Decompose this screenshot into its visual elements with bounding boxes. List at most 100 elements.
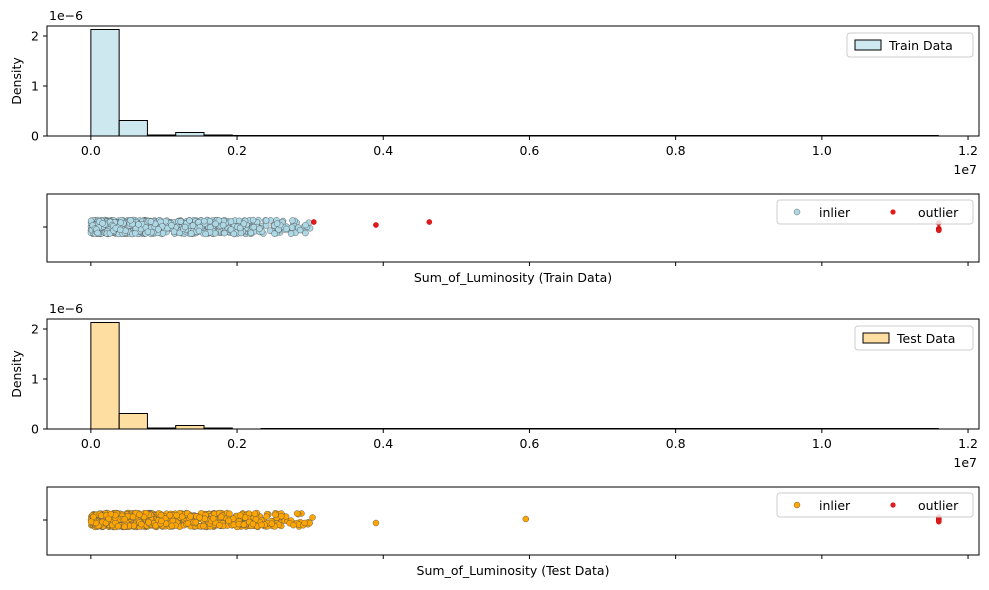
inlier-point <box>240 521 248 528</box>
y-axis-label: Density <box>9 57 24 105</box>
y-tick-label: 0 <box>31 422 39 437</box>
inlier-point <box>293 510 301 517</box>
inlier-point <box>256 225 263 233</box>
inlier-point <box>157 511 165 519</box>
inlier-point <box>132 230 139 237</box>
outlier-point <box>935 227 942 234</box>
inlier-point <box>301 519 308 527</box>
x-offset-label: 1e7 <box>953 455 977 470</box>
inlier-point <box>187 513 194 520</box>
histogram-bar <box>90 322 120 430</box>
inlier-point <box>302 229 309 237</box>
legend-box <box>776 492 974 518</box>
y-tick-label: 2 <box>31 29 39 44</box>
inlier-point <box>287 230 295 237</box>
y-offset-label: 1e−6 <box>49 301 83 316</box>
inlier-point <box>262 217 270 224</box>
inlier-point <box>252 516 260 523</box>
x-axis-label: Sum_of_Luminosity (Train Data) <box>414 270 612 285</box>
inlier-point <box>155 226 162 233</box>
inlier-point <box>122 227 129 235</box>
inlier-point <box>117 219 125 226</box>
strip-panel-3: Sum_of_Luminosity (Test Data) inlier outli… <box>43 486 980 578</box>
inlier-point <box>251 510 259 517</box>
x-tick-label: 0.6 <box>520 143 540 158</box>
inlier-point <box>522 515 530 523</box>
inlier-point <box>247 229 255 237</box>
inlier-point <box>227 218 235 225</box>
inlier-point <box>99 220 106 227</box>
x-tick-label: 1.0 <box>812 143 832 158</box>
inlier-point <box>271 230 278 237</box>
inlier-point <box>372 519 380 527</box>
inlier-point <box>258 521 265 529</box>
legend-inlier-marker <box>793 501 801 509</box>
strip-panel-1: Sum_of_Luminosity (Train Data) inlier outl… <box>43 193 980 285</box>
legend-label-outlier: outlier <box>918 498 959 513</box>
inlier-point <box>212 220 219 228</box>
inlier-point <box>144 228 152 235</box>
inlier-point <box>226 510 233 518</box>
inlier-point <box>127 217 134 224</box>
histogram-bar <box>175 425 205 430</box>
inlier-point <box>283 225 290 233</box>
histogram-panel-0: 0.0 0.2 0.4 0.6 0.8 1.0 1.2 0 1 2 1e−6 1e7 Density Tr… <box>9 8 980 177</box>
x-tick-label: 1.2 <box>958 436 978 451</box>
histogram-bar <box>118 120 148 137</box>
inlier-point <box>236 512 244 519</box>
inlier-point <box>192 519 200 526</box>
inlier-point <box>273 220 281 227</box>
inlier-point <box>201 217 208 225</box>
histogram-bar <box>175 132 205 137</box>
outlier-point <box>311 219 317 225</box>
inlier-point <box>268 520 276 527</box>
x-tick-label: 0.6 <box>520 436 540 451</box>
inlier-point <box>170 228 178 235</box>
histogram-bar <box>118 413 148 430</box>
inlier-point <box>302 221 309 229</box>
axes-frame <box>46 486 980 556</box>
x-tick-label: 0.8 <box>666 436 686 451</box>
legend-outlier-marker <box>890 502 896 508</box>
inlier-point <box>278 512 285 520</box>
outlier-point <box>373 222 379 228</box>
inlier-point <box>216 522 223 529</box>
inlier-point <box>187 230 195 237</box>
inlier-point <box>114 522 122 530</box>
x-tick-label: 0.2 <box>227 436 247 451</box>
inlier-point <box>121 515 128 523</box>
inlier-point <box>121 523 128 530</box>
legend-box <box>846 32 974 58</box>
x-tick-label: 1.0 <box>812 436 832 451</box>
inlier-point <box>145 519 152 526</box>
legend-swatch <box>854 39 882 51</box>
inlier-point <box>309 514 316 521</box>
legend-box <box>854 325 974 351</box>
inlier-point <box>181 223 189 231</box>
inlier-point <box>168 522 176 530</box>
inlier-point <box>263 513 270 520</box>
inlier-point <box>94 229 101 237</box>
inlier-point <box>184 520 192 527</box>
legend-inlier-marker <box>793 208 801 216</box>
inlier-point <box>135 221 142 228</box>
inlier-point <box>200 522 207 530</box>
x-axis-label: Sum_of_Luminosity (Test Data) <box>417 563 610 578</box>
inlier-point <box>272 511 279 519</box>
histogram-panel-2: 0.0 0.2 0.4 0.6 0.8 1.0 1.2 0 1 2 1e−6 1e7 Density Te… <box>9 301 980 470</box>
outlier-point <box>935 518 942 525</box>
inlier-point <box>173 512 180 519</box>
y-tick-label: 1 <box>31 372 39 387</box>
inlier-point <box>107 510 115 518</box>
inlier-point <box>166 512 174 519</box>
y-offset-label: 1e−6 <box>49 8 83 23</box>
inlier-point <box>186 217 193 224</box>
inlier-point <box>177 218 184 225</box>
x-tick-label: 0.4 <box>373 143 393 158</box>
inlier-point <box>288 224 296 231</box>
legend-label-outlier: outlier <box>918 205 959 220</box>
inlier-point <box>178 513 186 520</box>
inlier-point <box>249 216 257 224</box>
inlier-point <box>168 222 175 229</box>
